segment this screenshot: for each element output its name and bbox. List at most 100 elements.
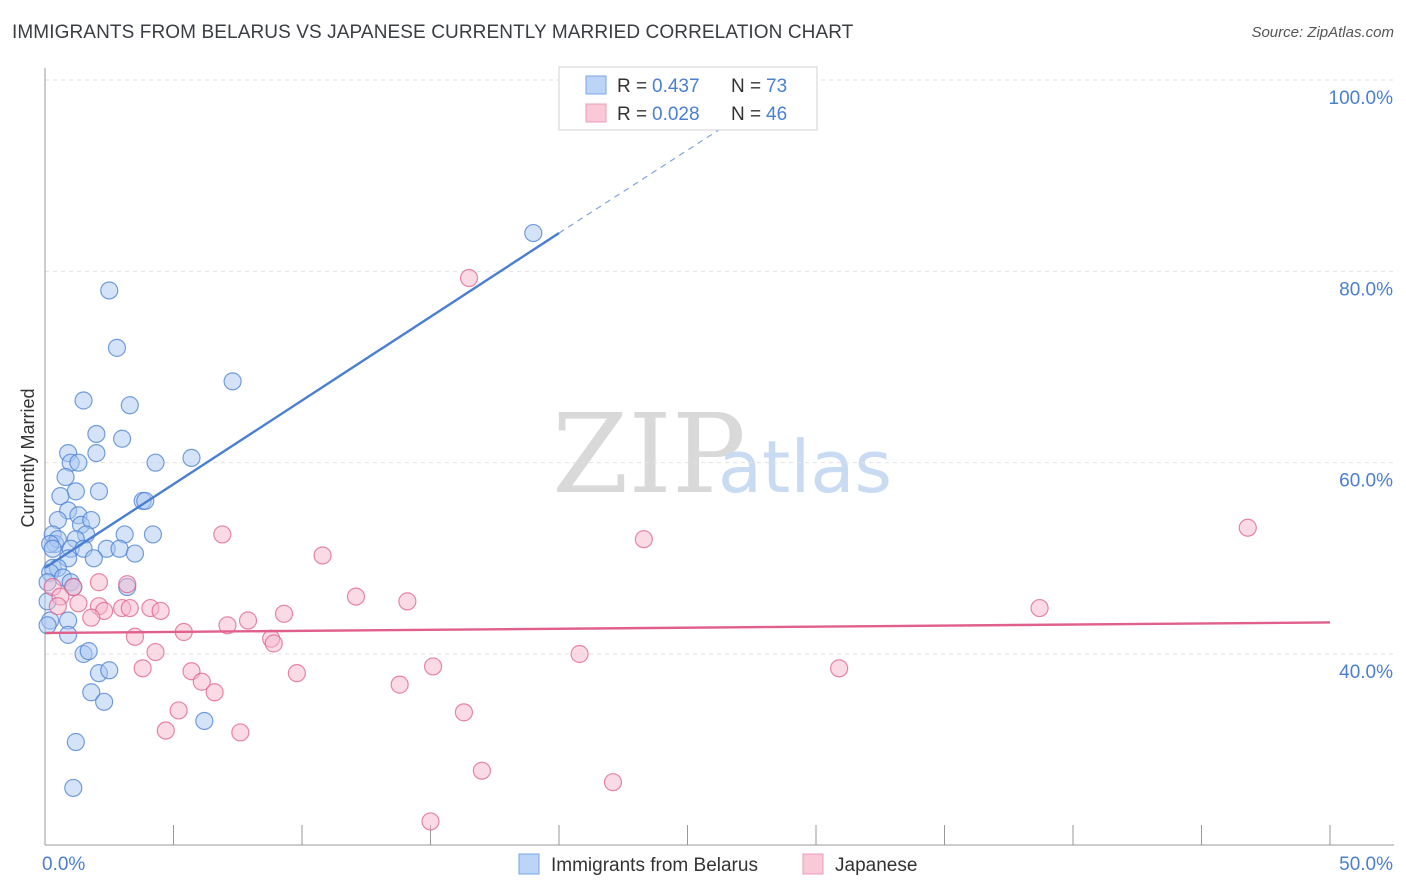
japanese-point (398, 592, 417, 611)
axes (44, 68, 1394, 846)
japanese-point (192, 672, 211, 691)
belarus-point (64, 778, 83, 798)
japanese-point (48, 597, 67, 616)
japanese-point (313, 546, 332, 565)
japanese-point (213, 525, 232, 544)
belarus-point (112, 429, 132, 448)
japanese-point (634, 530, 653, 549)
watermark-zip: ZIP (552, 390, 746, 518)
belarus-point (66, 482, 85, 501)
japanese-point (346, 587, 366, 606)
japanese-point (238, 611, 258, 630)
japanese-point (205, 683, 224, 702)
bottom-legend-swatch-belarus (518, 853, 540, 875)
belarus-point (51, 487, 70, 506)
japanese-point (264, 634, 283, 653)
belarus-point (110, 539, 129, 558)
japanese-point (390, 675, 409, 694)
y-tick-label: 60.0% (1339, 471, 1393, 492)
legend: R = 0.437 N = 73 R = 0.028 N = 46 (558, 66, 818, 131)
y-tick-labels: 40.0% 60.0% 80.0% 100.0% (1329, 88, 1394, 683)
bottom-legend-label-belarus: Immigrants from Belarus (551, 855, 758, 876)
bottom-legend-label-japanese: Japanese (835, 855, 917, 876)
belarus-point (182, 448, 201, 467)
belarus-point (87, 424, 106, 444)
japanese-point (82, 608, 101, 627)
chart-title: IMMIGRANTS FROM BELARUS VS JAPANESE CURR… (12, 22, 854, 43)
grid (45, 79, 1394, 655)
japanese-point (125, 627, 145, 646)
belarus-point (100, 661, 119, 680)
belarus-point (79, 642, 98, 661)
legend-r-value-belarus: 0.437 (652, 76, 700, 97)
belarus-point (69, 453, 88, 472)
belarus-point (59, 625, 78, 644)
belarus-point (82, 683, 101, 702)
y-tick-label: 40.0% (1339, 662, 1393, 683)
x-tick-label-max: 50.0% (1339, 854, 1393, 875)
belarus-point (66, 732, 85, 752)
japanese-point (421, 812, 440, 831)
belarus-point (95, 692, 114, 711)
legend-n-value-belarus: 73 (766, 76, 787, 97)
watermark: ZIP atlas (552, 390, 892, 518)
japanese-points (43, 268, 1257, 831)
japanese-point (64, 577, 83, 597)
legend-swatch-belarus (585, 75, 607, 95)
legend-n-value-japanese: 46 (766, 104, 787, 125)
belarus-point (195, 711, 214, 731)
belarus-point (74, 391, 93, 410)
belarus-point (146, 453, 165, 472)
belarus-trend-line (44, 232, 560, 569)
bottom-legend-swatch-japanese (802, 853, 824, 875)
japanese-point (156, 721, 175, 740)
japanese-point (169, 701, 188, 720)
belarus-point (38, 616, 57, 635)
japanese-point (287, 664, 306, 683)
japanese-point (146, 642, 165, 662)
x-tick-label-min: 0.0% (42, 854, 85, 875)
belarus-point (43, 539, 62, 558)
belarus-point (87, 444, 106, 463)
belarus-point (100, 281, 119, 300)
japanese-point (830, 659, 849, 678)
source-label: Source: ZipAtlas.com (1251, 24, 1394, 41)
japanese-point (151, 601, 170, 621)
belarus-point (89, 482, 109, 501)
japanese-point (120, 598, 139, 618)
japanese-point (1030, 598, 1049, 618)
legend-swatch-japanese (585, 103, 607, 123)
belarus-point (84, 549, 103, 568)
japanese-point (423, 657, 443, 676)
trend-lines (44, 108, 1331, 635)
japanese-point (133, 659, 152, 678)
y-axis-label: Currently Married (18, 388, 38, 527)
japanese-point (570, 644, 589, 664)
japanese-point (118, 575, 137, 594)
japanese-point (1238, 518, 1257, 537)
japanese-point (603, 773, 623, 792)
japanese-point (454, 703, 474, 722)
y-tick-label: 100.0% (1329, 88, 1394, 109)
bottom-legend: Immigrants from Belarus Japanese (518, 853, 917, 876)
japanese-point (231, 723, 250, 742)
japanese-point (274, 604, 294, 623)
belarus-point (120, 396, 139, 415)
japanese-point (69, 594, 88, 613)
japanese-point (218, 616, 237, 635)
x-tick-marks (44, 825, 1331, 845)
legend-r-label-belarus: R = (617, 76, 647, 97)
japanese-point (472, 761, 491, 780)
watermark-atlas: atlas (718, 425, 892, 509)
belarus-point (56, 467, 75, 487)
japanese-trend-line (44, 621, 1331, 635)
belarus-point (107, 338, 127, 357)
legend-n-label-japanese: N = (731, 104, 761, 125)
y-tick-label: 80.0% (1339, 279, 1393, 300)
belarus-point (223, 372, 242, 391)
belarus-point (524, 223, 543, 243)
japanese-point (89, 573, 109, 592)
legend-r-label-japanese: R = (617, 104, 647, 125)
legend-n-label-belarus: N = (731, 76, 761, 97)
